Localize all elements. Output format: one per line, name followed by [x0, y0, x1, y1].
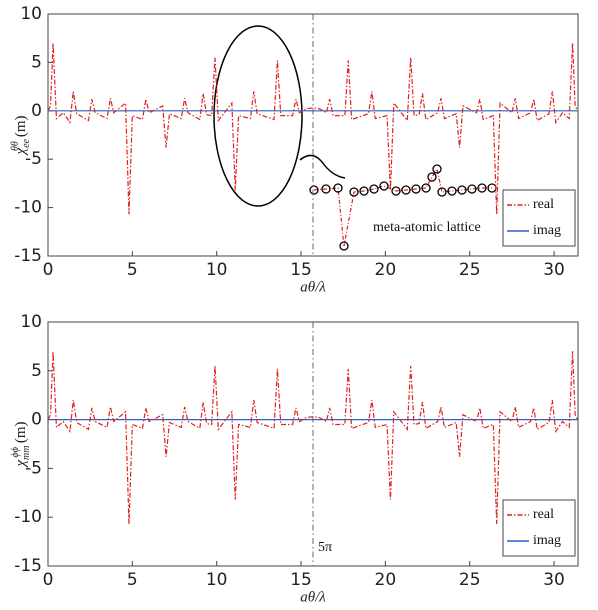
legend-label: imag	[533, 223, 561, 238]
x-tick-label: 25	[459, 570, 481, 590]
y-axis-label: χmmϕϕ (m)	[10, 421, 32, 468]
x-tick-label: 0	[43, 570, 54, 590]
data-line	[47, 43, 579, 215]
zoom-connector	[299, 154, 346, 179]
y-tick-label: -15	[14, 556, 42, 576]
x-tick-label: 5	[127, 260, 138, 280]
x-tick-label: 10	[206, 260, 228, 280]
x-tick-label: 20	[375, 260, 397, 280]
y-label-symbol: χ	[13, 148, 29, 157]
legend-label: real	[533, 507, 554, 522]
y-label-sup: ϕϕ	[10, 447, 21, 457]
legend-box	[502, 499, 576, 557]
y-tick-label: -10	[14, 507, 42, 527]
y-tick-label: 0	[31, 101, 42, 121]
y-tick-label: 10	[20, 4, 42, 24]
x-tick-label: 0	[43, 260, 54, 280]
y-label-unit: (m)	[13, 116, 29, 138]
y-label-sub: mm	[21, 445, 32, 459]
x-tick-label: 15	[290, 570, 312, 590]
x-tick-label: 5	[127, 570, 138, 590]
y-axis-label: χeeθθ (m)	[10, 116, 32, 157]
x-axis-label: aθ/λ	[300, 279, 326, 295]
x-tick-label: 25	[459, 260, 481, 280]
inset-drawing	[213, 25, 497, 251]
lattice-curve	[313, 167, 492, 247]
y-tick-label: -15	[14, 246, 42, 266]
y-tick-label: -5	[25, 458, 42, 478]
x-tick-label: 30	[543, 260, 565, 280]
y-tick-label: 10	[20, 312, 42, 332]
data-line	[47, 351, 579, 525]
x-axis-label: aθ/λ	[300, 589, 326, 605]
annotation: meta-atomic lattice	[373, 220, 481, 235]
reference-label: 5π	[318, 540, 332, 555]
y-tick-label: -5	[25, 149, 42, 169]
x-tick-label: 15	[290, 260, 312, 280]
y-label-sub: ee	[21, 138, 32, 147]
y-label-sup: θθ	[10, 141, 21, 151]
y-tick-label: 0	[31, 410, 42, 430]
x-tick-label: 10	[206, 570, 228, 590]
lattice-atoms	[309, 164, 497, 251]
legend-label: imag	[533, 533, 561, 548]
legend-box	[502, 189, 576, 247]
y-tick-label: 5	[31, 361, 42, 381]
y-tick-label: -10	[14, 198, 42, 218]
y-label-unit: (m)	[13, 421, 29, 443]
plot-area	[47, 13, 579, 257]
y-label-symbol: χ	[13, 460, 29, 469]
x-tick-label: 20	[375, 570, 397, 590]
zoom-ellipse	[213, 25, 303, 207]
legend-label: real	[533, 197, 554, 212]
y-tick-label: 5	[31, 52, 42, 72]
x-tick-label: 30	[543, 570, 565, 590]
